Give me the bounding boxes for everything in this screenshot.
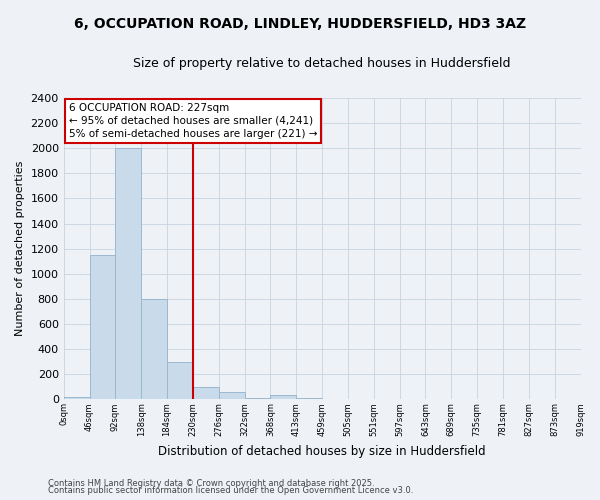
Bar	[193, 387, 219, 400]
Text: Contains public sector information licensed under the Open Government Licence v3: Contains public sector information licen…	[48, 486, 413, 495]
Text: Contains HM Land Registry data © Crown copyright and database right 2025.: Contains HM Land Registry data © Crown c…	[48, 478, 374, 488]
Bar	[219, 392, 245, 400]
Bar	[296, 398, 322, 400]
Text: 6, OCCUPATION ROAD, LINDLEY, HUDDERSFIELD, HD3 3AZ: 6, OCCUPATION ROAD, LINDLEY, HUDDERSFIEL…	[74, 18, 526, 32]
Bar	[271, 395, 296, 400]
Y-axis label: Number of detached properties: Number of detached properties	[15, 161, 25, 336]
Bar	[89, 255, 115, 400]
Title: Size of property relative to detached houses in Huddersfield: Size of property relative to detached ho…	[133, 58, 511, 70]
Bar	[167, 362, 193, 400]
Bar	[245, 398, 271, 400]
Text: 6 OCCUPATION ROAD: 227sqm
← 95% of detached houses are smaller (4,241)
5% of sem: 6 OCCUPATION ROAD: 227sqm ← 95% of detac…	[69, 102, 317, 139]
Bar	[115, 148, 141, 400]
Bar	[322, 399, 348, 400]
X-axis label: Distribution of detached houses by size in Huddersfield: Distribution of detached houses by size …	[158, 444, 486, 458]
Bar	[141, 299, 167, 400]
Bar	[64, 397, 89, 400]
